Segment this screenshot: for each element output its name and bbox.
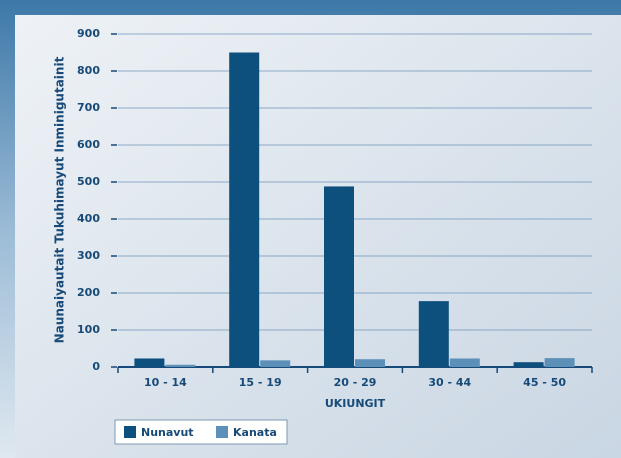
legend: [114, 419, 288, 445]
bar: [418, 301, 449, 367]
y-axis-label: Naunaiyautait Tukuhimayut Inminigutainit: [53, 56, 67, 343]
bar: [260, 360, 291, 367]
y-tick-label: 500: [77, 175, 100, 188]
y-tick-label: 400: [77, 212, 100, 225]
bar: [134, 358, 165, 367]
y-tick-label: 0: [92, 360, 100, 373]
panel: [15, 15, 621, 458]
bar: [544, 358, 575, 367]
x-axis-label: UKIUNGIT: [325, 397, 386, 410]
y-tick-label: 900: [77, 27, 100, 40]
y-tick-label: 800: [77, 64, 100, 77]
legend-swatch: [124, 426, 136, 438]
legend-swatch: [216, 426, 228, 438]
bar: [355, 359, 385, 367]
bar: [165, 364, 196, 367]
y-tick-label: 700: [77, 101, 100, 114]
bar: [449, 358, 480, 367]
x-tick-label: 45 - 50: [523, 376, 566, 389]
bar: [513, 362, 544, 367]
x-tick-label: 30 - 44: [428, 376, 471, 389]
x-tick-label: 10 - 14: [144, 376, 187, 389]
y-tick-label: 100: [77, 323, 100, 336]
y-tick-label: 300: [77, 249, 100, 262]
x-tick-label: 15 - 19: [239, 376, 282, 389]
bar: [324, 186, 354, 367]
legend-label: Kanata: [233, 426, 277, 439]
legend-label: Nunavut: [141, 426, 194, 439]
y-tick-label: 200: [77, 286, 100, 299]
y-tick-label: 600: [77, 138, 100, 151]
x-tick-label: 20 - 29: [334, 376, 377, 389]
bar: [229, 52, 260, 367]
